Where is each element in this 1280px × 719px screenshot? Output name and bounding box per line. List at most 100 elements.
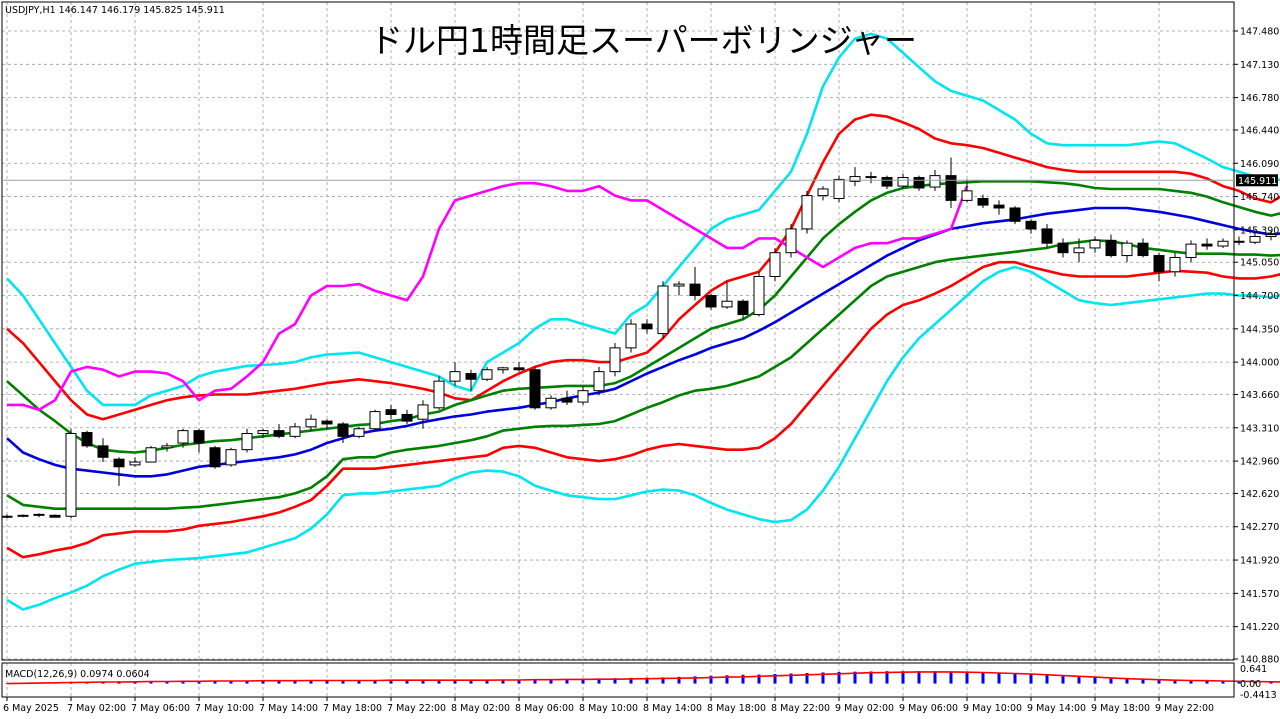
- candle-bull: [929, 175, 941, 188]
- time-tick-label: 7 May 02:00: [67, 703, 126, 714]
- macd-label: MACD(12,26,9) 0.0974 0.0604: [5, 669, 150, 680]
- time-tick-label: 8 May 02:00: [451, 703, 510, 714]
- macd-signal-line: [6, 671, 1280, 685]
- macd-tick-label: 0.641: [1240, 664, 1267, 675]
- candle-bull: [417, 404, 429, 420]
- candle-bear: [1137, 242, 1149, 257]
- macd-tick-label: -0.4413: [1240, 690, 1277, 701]
- current-price-label: 145.911: [1238, 176, 1277, 187]
- candle-bull: [1185, 243, 1197, 258]
- candle-bear: [1201, 243, 1213, 247]
- candle-bear: [945, 175, 957, 201]
- price-axis: 147.480 147.130 146.780 146.440 146.090 145.7…: [1234, 27, 1279, 666]
- candle-bear: [1025, 220, 1037, 230]
- candle-bear: [401, 413, 413, 422]
- candle-bull: [1249, 236, 1261, 243]
- candle-bear: [337, 423, 349, 437]
- candle-bull: [65, 432, 77, 517]
- candle-bull: [17, 514, 29, 517]
- time-tick-label: 9 May 18:00: [1091, 703, 1150, 714]
- candle-bull: [1073, 247, 1085, 254]
- candle-bear: [561, 397, 573, 403]
- time-tick-label: 8 May 06:00: [515, 703, 574, 714]
- candle-bull: [545, 397, 557, 409]
- time-tick-label: 8 May 14:00: [643, 703, 702, 714]
- candle-bull: [1217, 240, 1229, 247]
- candle-bull: [433, 380, 445, 409]
- candle-bear: [1009, 207, 1021, 222]
- candle-bull: [897, 177, 909, 187]
- candle-bear: [993, 204, 1005, 209]
- candle-bull: [305, 418, 317, 428]
- macd-panel: [5, 671, 1280, 685]
- candle-bear: [385, 409, 397, 415]
- candle-bear: [513, 367, 525, 371]
- time-tick-label: 9 May 14:00: [1027, 703, 1086, 714]
- candle-bull: [1089, 239, 1101, 249]
- band-line-4: [6, 239, 1280, 511]
- main-plot-frame: [1, 1, 1235, 661]
- candle-bull: [817, 188, 829, 197]
- band-line-0: [6, 32, 1280, 407]
- price-tick-label: 146.780: [1240, 93, 1279, 104]
- price-tick-label: 141.920: [1240, 556, 1279, 567]
- current-price-marker: 145.911: [2, 174, 1278, 187]
- band-line-7: [7, 181, 969, 412]
- candle-bull: [785, 228, 797, 254]
- candle-bull: [1121, 242, 1133, 257]
- candle-bull: [1169, 256, 1181, 273]
- time-tick-label: 7 May 14:00: [259, 703, 318, 714]
- band-line-5: [6, 260, 1280, 559]
- price-tick-label: 141.570: [1240, 589, 1279, 600]
- candle-bull: [289, 426, 301, 437]
- price-tick-label: 142.270: [1240, 522, 1279, 533]
- bands: [6, 32, 1280, 611]
- candle-bear: [689, 283, 701, 297]
- price-tick-label: 140.880: [1240, 655, 1279, 666]
- time-axis: 6 May 2025 7 May 02:00 7 May 06:00 7 May 10…: [3, 697, 1214, 714]
- candle-bear: [209, 447, 221, 468]
- candle-bear: [113, 458, 125, 468]
- candle-bull: [161, 445, 173, 449]
- candle-bear: [865, 176, 877, 179]
- time-tick-label: 8 May 18:00: [707, 703, 766, 714]
- price-tick-label: 144.700: [1240, 291, 1279, 302]
- candles: [1, 157, 1277, 519]
- macd-tick-label: 0.00: [1240, 679, 1261, 690]
- candle-bull: [225, 449, 237, 466]
- candle-bear: [193, 430, 205, 444]
- candle-bear: [465, 373, 477, 380]
- time-tick-label: 7 May 18:00: [323, 703, 382, 714]
- candle-bull: [721, 300, 733, 308]
- band-line-2: [6, 180, 1280, 454]
- price-tick-label: 144.000: [1240, 358, 1279, 369]
- time-tick-label: 6 May 2025: [3, 703, 59, 714]
- candle-bull: [241, 432, 253, 451]
- candle-bull: [1, 515, 13, 518]
- candle-bull: [673, 283, 685, 287]
- candle-bull: [33, 513, 45, 516]
- price-tick-label: 144.350: [1240, 324, 1279, 335]
- candle-bull: [657, 285, 669, 335]
- grid: [2, 2, 1234, 697]
- price-tick-label: 142.620: [1240, 489, 1279, 500]
- price-tick-label: 147.480: [1240, 27, 1279, 38]
- candle-bull: [1265, 234, 1277, 238]
- candle-bear: [881, 177, 893, 187]
- candle-bear: [49, 514, 61, 518]
- price-tick-label: 146.090: [1240, 159, 1279, 170]
- candle-bull: [593, 371, 605, 392]
- candle-bull: [129, 461, 141, 466]
- time-tick-label: 9 May 10:00: [963, 703, 1022, 714]
- candle-bull: [833, 178, 845, 199]
- candle-bull: [769, 252, 781, 277]
- candle-bull: [369, 411, 381, 430]
- candle-bear: [1057, 242, 1069, 254]
- macd-plot-frame: [1, 662, 1235, 698]
- time-tick-label: 9 May 22:00: [1155, 703, 1214, 714]
- candle-bear: [737, 300, 749, 316]
- candle-bull: [801, 195, 813, 230]
- candle-bull: [145, 447, 157, 463]
- price-tick-label: 146.440: [1240, 125, 1279, 136]
